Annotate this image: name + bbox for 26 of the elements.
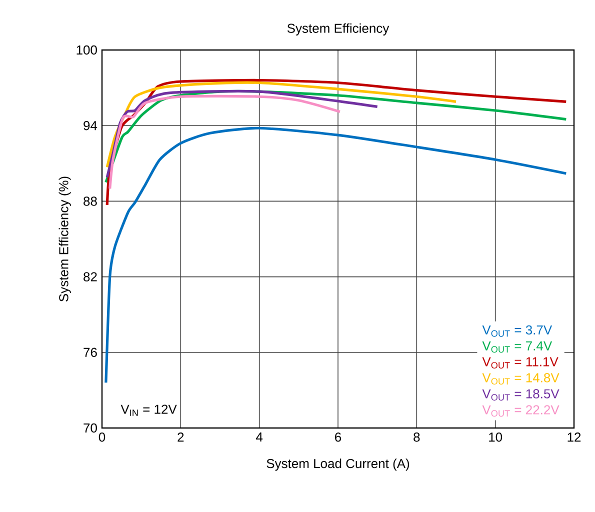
line-series	[106, 81, 458, 168]
y-tick-label: 76	[84, 348, 97, 357]
text: V$_{OUT}$ = 18.5V	[482, 389, 560, 401]
x-tick-label: 10	[489, 432, 502, 442]
x-tick-label: 12	[568, 432, 581, 442]
chart-title: System Efficiency	[287, 23, 390, 36]
x-tick-label: 0	[98, 432, 106, 442]
y-tick-label: 70	[84, 423, 97, 433]
y-tick-label: 88	[84, 196, 97, 206]
y-tick-label: 100	[76, 45, 97, 55]
text: V$_{OUT}$ = 3.7V	[482, 325, 552, 337]
x-tick-label: 6	[335, 432, 342, 442]
line-series	[108, 94, 342, 190]
line-series	[104, 126, 568, 384]
text: V$_{OUT}$ = 7.4V	[482, 341, 552, 353]
x-tick-label: 4	[256, 432, 263, 442]
x-axis-title: System Load Current (A)	[266, 458, 410, 471]
text: V$_{OUT}$ = 11.1V	[482, 357, 558, 369]
y-axis-title: System Efficiency (%)	[58, 176, 71, 302]
x-tick-label: 2	[178, 432, 184, 442]
annotation: V$_{IN}$ = 12V	[120, 404, 177, 416]
text: V$_{OUT}$ = 14.8V	[482, 373, 560, 385]
y-tick-label: 82	[84, 272, 97, 282]
y-tick-label: 94	[84, 120, 98, 130]
x-tick-label: 8	[414, 432, 420, 442]
text: V$_{OUT}$ = 22.2V	[482, 405, 560, 417]
